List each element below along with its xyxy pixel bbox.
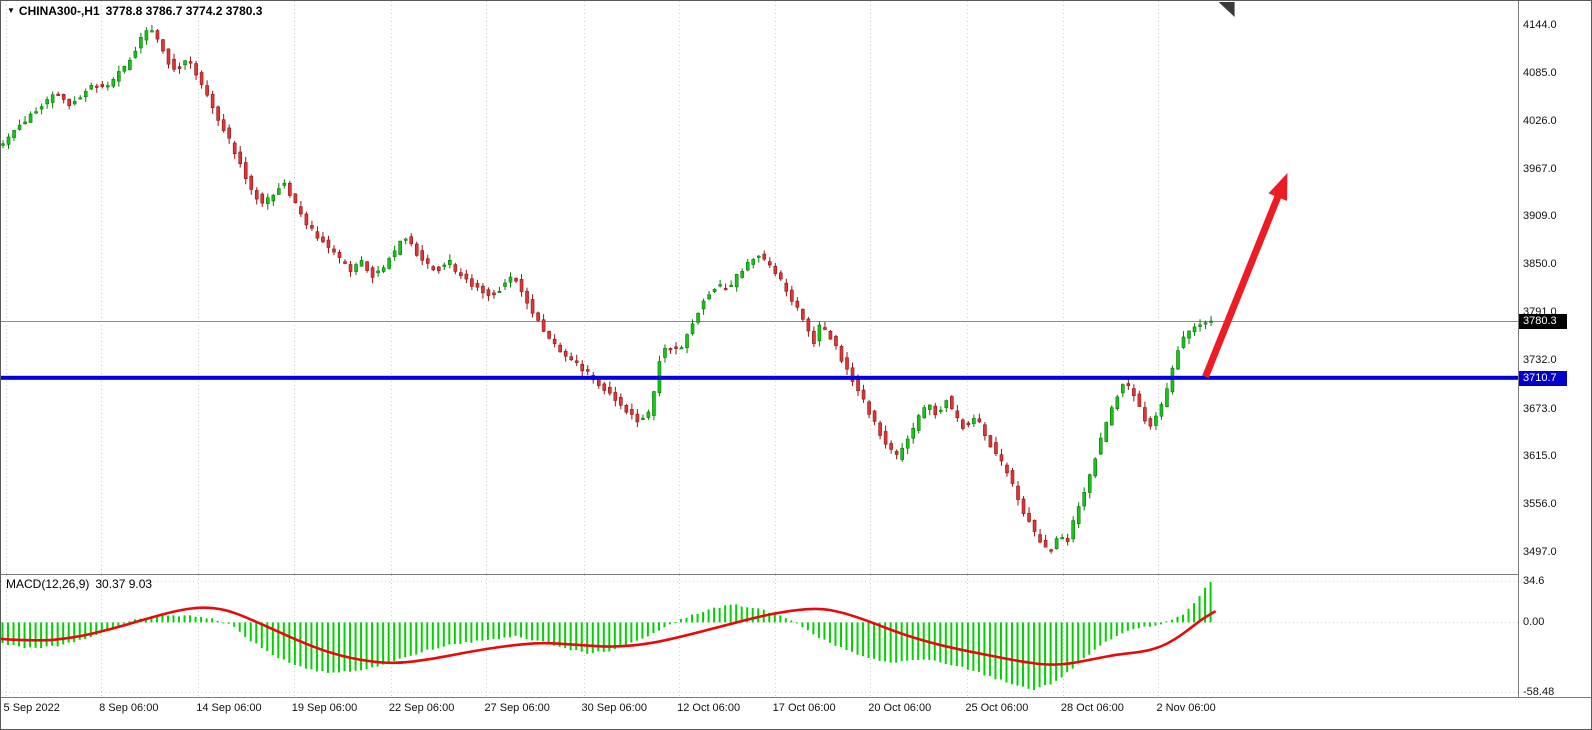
price-axis-label: 4144.0 xyxy=(1523,18,1557,31)
time-axis-label: 2 Nov 06:00 xyxy=(1156,702,1216,714)
macd-histogram xyxy=(1,582,1212,690)
chart-shift-marker-icon[interactable] xyxy=(1218,2,1235,17)
time-axis-label: 14 Sep 06:00 xyxy=(196,702,262,714)
price-axis-label: 3497.0 xyxy=(1523,545,1557,558)
symbol-dropdown-icon: ▼ xyxy=(7,6,15,15)
price-axis-label: 4026.0 xyxy=(1523,114,1557,127)
macd-values: 30.37 9.03 xyxy=(95,577,153,591)
time-axis-label: 12 Oct 06:00 xyxy=(677,702,741,714)
current-price-badge: 3780.3 xyxy=(1519,314,1567,330)
macd-axis-label: -58.48 xyxy=(1523,685,1555,698)
price-axis-label: 3967.0 xyxy=(1523,162,1557,175)
symbol-header: ▼ CHINA300-,H1 3778.8 3786.7 3774.2 3780.3 xyxy=(7,4,262,18)
candlestick-chart xyxy=(1,1,1518,574)
macd-header: MACD(12,26,9) 30.37 9.03 xyxy=(6,577,152,591)
main-gridlines xyxy=(6,1,1159,574)
time-axis-label: 30 Sep 06:00 xyxy=(581,702,647,714)
price-axis-label: 3556.0 xyxy=(1523,497,1557,510)
price-axis-label: 3673.0 xyxy=(1523,402,1557,415)
macd-chart xyxy=(1,575,1518,697)
time-axis-label: 28 Oct 06:00 xyxy=(1060,702,1124,714)
time-axis-label: 20 Oct 06:00 xyxy=(868,702,932,714)
horizontal-line-annotation[interactable] xyxy=(1,375,1518,380)
trend-arrow-annotation[interactable] xyxy=(1202,172,1288,379)
time-axis-label: 27 Sep 06:00 xyxy=(484,702,550,714)
macd-indicator-pane[interactable]: MACD(12,26,9) 30.37 9.03 xyxy=(1,575,1518,697)
price-axis[interactable]: 4144.0 4085.0 4026.0 3967.0 3909.0 3850.0 3791… xyxy=(1518,1,1591,698)
time-axis-label: 19 Sep 06:00 xyxy=(291,702,358,714)
time-axis-label: 5 Sep 2022 xyxy=(3,702,60,714)
macd-axis-label: 34.6 xyxy=(1523,575,1545,588)
time-axis-label: 8 Sep 06:00 xyxy=(99,702,159,714)
price-axis-label: 3909.0 xyxy=(1523,210,1557,223)
time-axis-label: 17 Oct 06:00 xyxy=(772,702,836,714)
price-chart-pane[interactable]: ▼ CHINA300-,H1 3778.8 3786.7 3774.2 3780.3 xyxy=(1,1,1518,575)
macd-label: MACD(12,26,9) xyxy=(6,577,90,591)
price-axis-label: 4085.0 xyxy=(1523,66,1557,79)
time-axis-label: 22 Sep 06:00 xyxy=(388,702,455,714)
price-axis-label: 3850.0 xyxy=(1523,258,1557,271)
ohlc-values: 3778.8 3786.7 3774.2 3780.3 xyxy=(105,4,263,18)
macd-axis-label: 0.00 xyxy=(1523,616,1545,629)
macd-gridlines xyxy=(1,575,1518,697)
time-axis[interactable]: 5 Sep 2022 8 Sep 06:00 14 Sep 06:00 19 Sep … xyxy=(1,697,1591,729)
symbol-timeframe-label: CHINA300-,H1 xyxy=(18,4,100,18)
price-axis-label: 3732.0 xyxy=(1523,354,1557,367)
hline-price-badge: 3710.7 xyxy=(1519,370,1567,386)
macd-signal-line xyxy=(1,606,1216,666)
time-axis-label: 25 Oct 06:00 xyxy=(965,702,1029,714)
price-axis-label: 3615.0 xyxy=(1523,449,1557,462)
candlesticks xyxy=(1,24,1213,554)
